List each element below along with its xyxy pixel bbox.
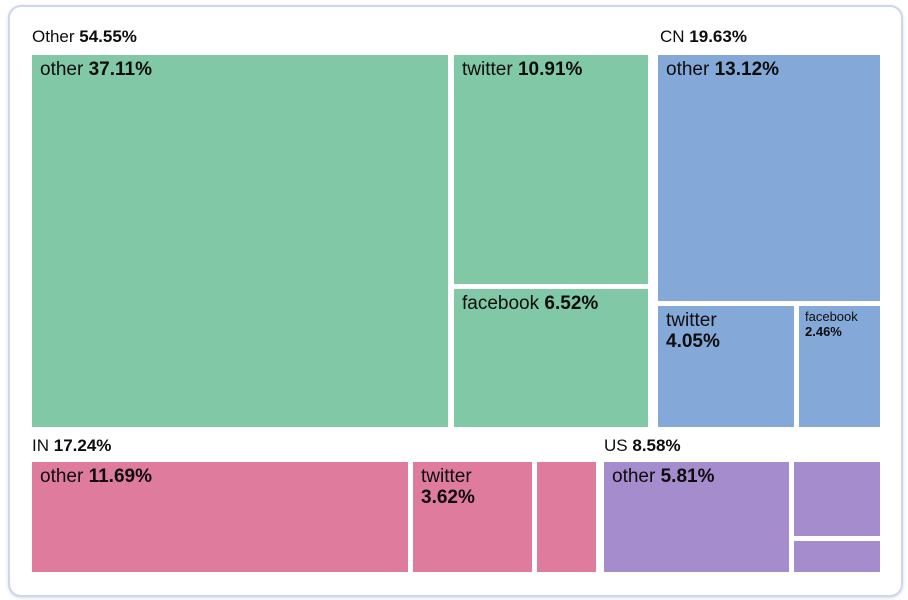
group-value: 54.55% [79,27,137,46]
treemap-cell-in-unlabeled[interactable] [537,462,596,572]
group-header-other: Other 54.55% [32,27,137,47]
treemap-cell-in-twitter[interactable]: twitter 3.62% [413,462,532,572]
group-header-cn: CN 19.63% [660,27,747,47]
group-value: 17.24% [53,436,112,455]
cell-label-value: 37.11% [88,59,152,80]
cell-label: other 5.81% [604,462,789,491]
treemap-cell-us-other[interactable]: other 5.81% [604,462,789,572]
treemap-cell-other-other[interactable]: other 37.11% [32,55,448,427]
cell-label: twitter 10.91% [454,55,648,84]
cell-label-name: twitter [421,466,472,487]
group-header-us: US 8.58% [604,436,681,456]
cell-label-name: twitter [462,59,513,80]
cell-label: other 13.12% [658,55,880,84]
group-value: 8.58% [632,436,681,455]
cell-label: other 11.69% [32,462,408,491]
cell-label-value: 11.69% [88,466,152,487]
treemap-cell-cn-other[interactable]: other 13.12% [658,55,880,301]
group-header-in: IN 17.24% [32,436,111,456]
cell-label-value: 2.46% [805,323,842,339]
group-value: 19.63% [689,27,747,46]
cell-label-value: 6.52% [544,293,599,314]
treemap-cell-in-other[interactable]: other 11.69% [32,462,408,572]
treemap-cell-other-twitter[interactable]: twitter 10.91% [454,55,648,284]
treemap-cell-other-facebook[interactable]: facebook 6.52% [454,289,648,427]
treemap-cell-us-unlabeled[interactable] [794,541,880,572]
cell-label-name: other [40,466,84,487]
cell-label-value: 4.05% [666,331,720,353]
cell-label-value: 3.62% [421,487,475,509]
cell-label: twitter 3.62% [413,462,532,513]
cell-label-name: facebook [462,293,540,314]
cell-label-value: 5.81% [660,466,715,487]
group-label: Other [32,27,75,46]
cell-label: twitter 4.05% [658,306,794,357]
group-label: US [604,436,628,455]
cell-label-name: twitter [666,310,717,331]
treemap-cell-cn-twitter[interactable]: twitter 4.05% [658,306,794,427]
cell-label-name: facebook [805,309,858,324]
group-label: CN [660,27,685,46]
cell-label: facebook 6.52% [454,289,648,318]
cell-label-value: 13.12% [714,59,780,80]
cell-label: other 37.11% [32,55,448,84]
cell-label: facebook 2.46% [799,306,880,344]
treemap-cell-cn-facebook[interactable]: facebook 2.46% [799,306,880,427]
cell-label-name: other [612,466,656,487]
cell-label-name: other [666,59,710,80]
group-label: IN [32,436,49,455]
treemap-cell-us-unlabeled[interactable] [794,462,880,536]
cell-label-name: other [40,59,84,80]
cell-label-value: 10.91% [517,59,583,80]
